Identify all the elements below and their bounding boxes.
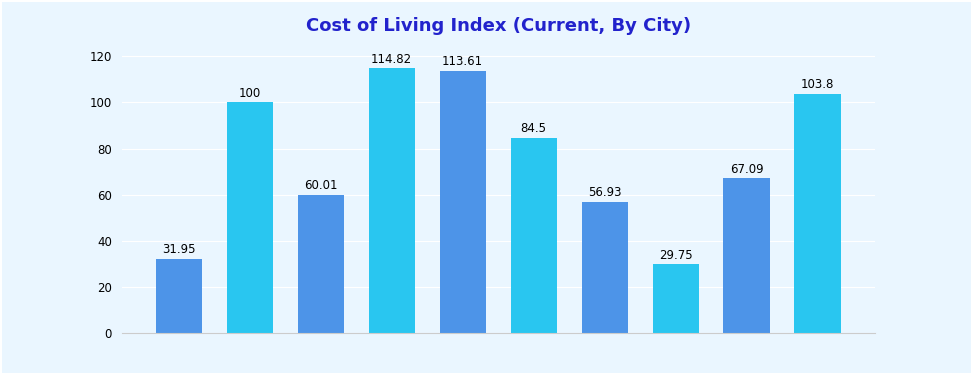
Bar [581, 202, 628, 333]
Bar [652, 264, 699, 333]
Text: 114.82: 114.82 [371, 53, 412, 65]
Text: 56.93: 56.93 [588, 186, 621, 199]
Bar [368, 68, 415, 333]
Bar [510, 138, 557, 333]
Bar [297, 194, 344, 333]
Text: 84.5: 84.5 [521, 122, 546, 135]
Text: 67.09: 67.09 [730, 163, 763, 175]
Bar [156, 259, 202, 333]
Bar [723, 178, 770, 333]
Bar [226, 102, 273, 333]
Text: 60.01: 60.01 [304, 179, 337, 192]
Text: 100: 100 [239, 87, 260, 100]
Text: 29.75: 29.75 [659, 249, 692, 261]
Bar [794, 94, 841, 333]
Text: 113.61: 113.61 [442, 55, 483, 68]
Text: 103.8: 103.8 [801, 78, 834, 91]
Title: Cost of Living Index (Current, By City): Cost of Living Index (Current, By City) [305, 17, 691, 35]
Text: 31.95: 31.95 [162, 243, 195, 257]
Bar [439, 71, 486, 333]
